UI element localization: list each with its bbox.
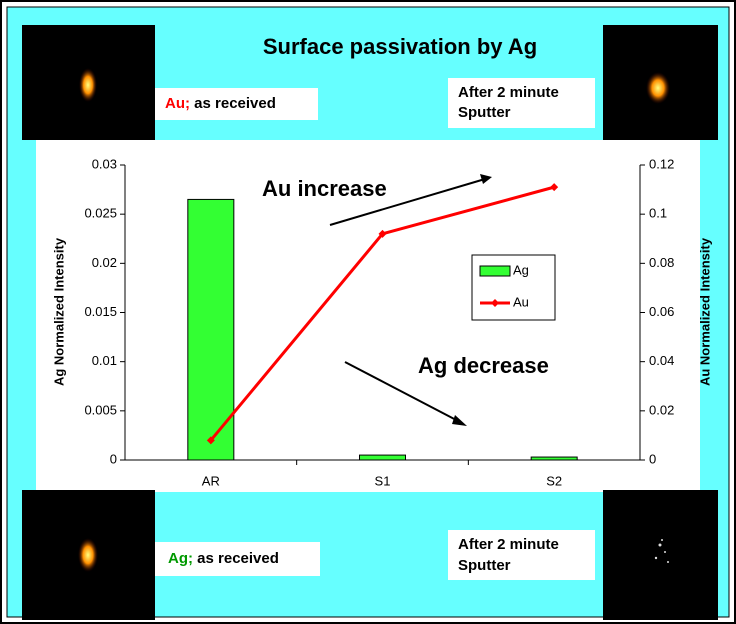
y2-tick-label: 0.06 [649, 304, 674, 319]
arrow [344, 361, 461, 423]
annotation: Ag decrease [418, 353, 549, 378]
label-box [448, 530, 595, 580]
y2-tick-label: 0.1 [649, 206, 667, 221]
y-tick-label: 0.005 [84, 402, 117, 417]
marker [378, 229, 387, 238]
image-label: Ag; as received [168, 550, 279, 567]
label-box [155, 542, 320, 576]
x-tick-label: S1 [375, 473, 391, 488]
legend-marker [491, 299, 499, 307]
y-tick-label: 0.015 [84, 304, 117, 319]
y-tick-label: 0.03 [92, 156, 117, 171]
chart-area [36, 140, 700, 492]
image-label: Au; as received [165, 95, 276, 112]
label-prefix: Au; [165, 95, 190, 112]
label-text: as received [197, 550, 279, 567]
bar [359, 454, 406, 461]
chart-title: Surface passivation by Ag [263, 34, 537, 59]
legend-swatch [479, 265, 511, 277]
y2-tick-label: 0.04 [649, 353, 674, 368]
bar [187, 198, 235, 461]
y2-tick-label: 0.08 [649, 255, 674, 270]
y2-axis-title: Au Normalized Intensity [697, 237, 712, 386]
x-tick-label: AR [202, 473, 220, 488]
marker [206, 436, 215, 445]
y-tick-label: 0 [110, 451, 117, 466]
image-tl [22, 25, 155, 140]
label-prefix: Ag; [168, 550, 193, 567]
image-label: Sputter [458, 557, 511, 574]
bar [530, 456, 578, 461]
y-tick-label: 0.01 [92, 353, 117, 368]
x-tick-label: S2 [546, 473, 562, 488]
y2-tick-label: 0.02 [649, 402, 674, 417]
y-axis-title: Ag Normalized Intensity [51, 237, 66, 386]
y-tick-label: 0.025 [84, 206, 117, 221]
legend-label: Ag [513, 262, 529, 277]
y2-tick-label: 0 [649, 451, 656, 466]
arrow-head [480, 174, 492, 184]
image-bl [22, 490, 155, 620]
image-label: After 2 minute [458, 536, 559, 553]
image-label: Sputter [458, 104, 511, 121]
annotation: Au increase [262, 176, 387, 201]
label-box [155, 88, 318, 120]
image-br [603, 490, 718, 620]
marker [550, 183, 559, 192]
image-label: After 2 minute [458, 84, 559, 101]
y-tick-label: 0.02 [92, 255, 117, 270]
y2-tick-label: 0.12 [649, 156, 674, 171]
image-tr [603, 25, 718, 140]
legend-label: Au [513, 294, 529, 309]
arrow-head [452, 415, 467, 426]
label-box [448, 78, 595, 128]
label-text: as received [194, 95, 276, 112]
arrow [329, 178, 486, 226]
